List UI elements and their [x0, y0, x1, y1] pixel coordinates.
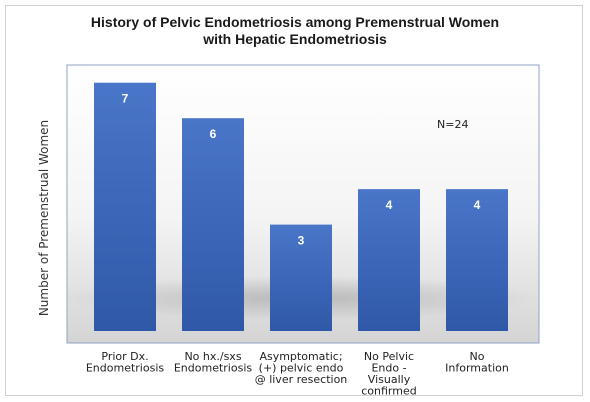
x-tick-label-line: @ liver resection — [255, 373, 348, 386]
x-tick-label-line: No Pelvic — [364, 350, 414, 363]
sample-size-annotation: N=24 — [437, 118, 468, 131]
x-tick-label-line: No hx./sxs — [184, 350, 241, 363]
x-tick-label-line: Prior Dx. — [101, 350, 148, 363]
bar-4 — [358, 189, 420, 331]
bar-1 — [94, 82, 156, 331]
bar-3 — [270, 224, 332, 331]
x-tick-label-line: Information — [445, 362, 509, 375]
x-tick-label-line: confirmed — [361, 385, 416, 398]
bar-5 — [446, 189, 508, 331]
x-tick-label-line: No — [470, 350, 485, 363]
chart-title-line-2: with Hepatic Endometriosis — [203, 31, 387, 47]
chart-title: History of Pelvic Endometriosis among Pr… — [0, 14, 590, 48]
bar-value-label-5: 4 — [474, 198, 481, 212]
x-tick-label-line: Endo - — [371, 362, 406, 375]
chart-title-line-1: History of Pelvic Endometriosis among Pr… — [90, 14, 500, 30]
x-tick-label-line: Asymptomatic; — [259, 350, 342, 363]
x-tick-label-4: No Pelvic Endo -Visually confirmed — [361, 350, 416, 398]
x-tick-label-line: Endometriosis — [86, 362, 165, 375]
bar-value-label-4: 4 — [386, 198, 393, 212]
x-tick-label-3: Asymptomatic; (+) pelvic endo @ liver rese… — [255, 350, 348, 386]
bar-2 — [182, 118, 244, 331]
x-tick-label-5: No Information — [445, 350, 509, 375]
x-tick-label-1: Prior Dx. Endometriosis — [86, 350, 165, 375]
bar-value-label-1: 7 — [122, 92, 129, 106]
x-tick-label-line: (+) pelvic endo — [259, 362, 344, 375]
bar-value-label-3: 3 — [298, 234, 305, 248]
bar-value-label-2: 6 — [210, 127, 217, 141]
x-tick-label-2: No hx./sxs Endometriosis — [174, 350, 253, 375]
y-axis-label: Number of Premenstrual Women — [37, 120, 51, 316]
x-tick-label-line: Endometriosis — [174, 362, 253, 375]
x-tick-label-line: Visually — [368, 373, 411, 386]
